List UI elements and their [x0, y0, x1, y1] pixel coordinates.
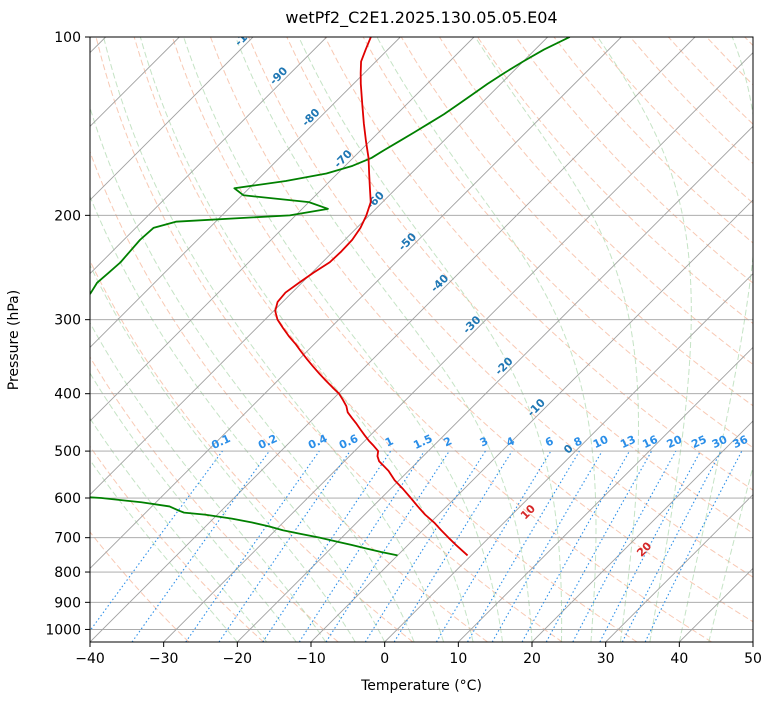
y-tick-label: 1000: [45, 622, 81, 638]
x-tick-label: 20: [523, 651, 541, 667]
y-tick-label: 200: [54, 208, 81, 224]
y-tick-label: 500: [54, 444, 81, 460]
x-tick-label: 40: [670, 651, 688, 667]
y-tick-label: 600: [54, 491, 81, 507]
y-tick-label: 900: [54, 595, 81, 611]
x-tick-label: −30: [149, 651, 179, 667]
dry-adiabat-label: 30: [752, 572, 772, 592]
chart-title: wetPf2_C2E1.2025.130.05.05.E04: [90, 8, 753, 27]
y-tick-label: 700: [54, 531, 81, 547]
y-tick-label: 100: [54, 30, 81, 46]
x-tick-label: −20: [223, 651, 253, 667]
y-tick-label: 400: [54, 387, 81, 403]
isotherm-line: [753, 37, 775, 642]
y-axis-label: Pressure (hPa): [6, 290, 22, 390]
x-tick-label: 30: [597, 651, 615, 667]
x-tick-label: −40: [75, 651, 105, 667]
x-tick-label: 0: [380, 651, 389, 667]
x-axis-label: Temperature (°C): [90, 678, 753, 694]
x-tick-label: −10: [296, 651, 326, 667]
x-tick-label: 50: [744, 651, 762, 667]
y-tick-label: 300: [54, 313, 81, 329]
x-tick-label: 10: [449, 651, 467, 667]
y-tick-label: 800: [54, 565, 81, 581]
